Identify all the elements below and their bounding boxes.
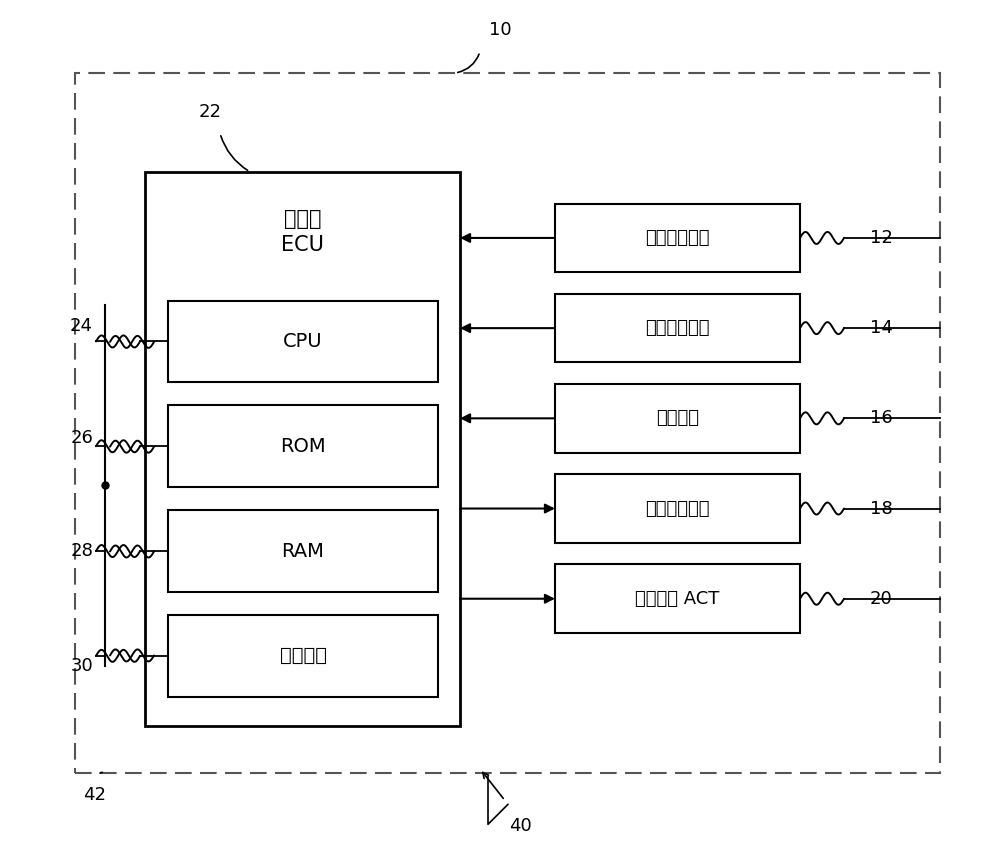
Text: 后方相机: 后方相机 xyxy=(656,410,699,427)
Bar xyxy=(555,294,800,362)
Text: CPU: CPU xyxy=(283,332,323,351)
Bar xyxy=(168,405,438,487)
Bar xyxy=(555,204,800,272)
Text: 电子镜: 电子镜 xyxy=(284,209,321,229)
Text: 14: 14 xyxy=(870,320,893,337)
Text: 30: 30 xyxy=(70,657,93,674)
Text: 18: 18 xyxy=(870,500,893,517)
Text: 电子镜显示器: 电子镜显示器 xyxy=(645,500,710,517)
Bar xyxy=(168,615,438,697)
Text: ROM: ROM xyxy=(280,436,326,456)
Text: 40: 40 xyxy=(509,818,531,835)
Bar xyxy=(555,384,800,453)
Text: 相机收纳 ACT: 相机收纳 ACT xyxy=(635,590,720,607)
Text: RAM: RAM xyxy=(282,541,324,561)
Text: 10: 10 xyxy=(489,21,511,39)
Text: 24: 24 xyxy=(70,318,93,335)
Text: ECU: ECU xyxy=(281,235,324,255)
Bar xyxy=(555,564,800,633)
Text: 右侧后方相机: 右侧后方相机 xyxy=(645,320,710,337)
Text: 26: 26 xyxy=(70,430,93,447)
Bar xyxy=(75,73,940,773)
Bar xyxy=(145,172,460,726)
Bar xyxy=(555,474,800,543)
Text: 存储设备: 存储设备 xyxy=(280,646,327,666)
Text: 28: 28 xyxy=(70,543,93,560)
Bar xyxy=(168,510,438,592)
Text: 42: 42 xyxy=(84,786,106,803)
Text: 16: 16 xyxy=(870,410,893,427)
Text: 22: 22 xyxy=(198,103,222,120)
Bar xyxy=(168,301,438,382)
Text: 20: 20 xyxy=(870,590,893,607)
Text: 12: 12 xyxy=(870,229,893,247)
Text: 左侧后方相机: 左侧后方相机 xyxy=(645,229,710,247)
